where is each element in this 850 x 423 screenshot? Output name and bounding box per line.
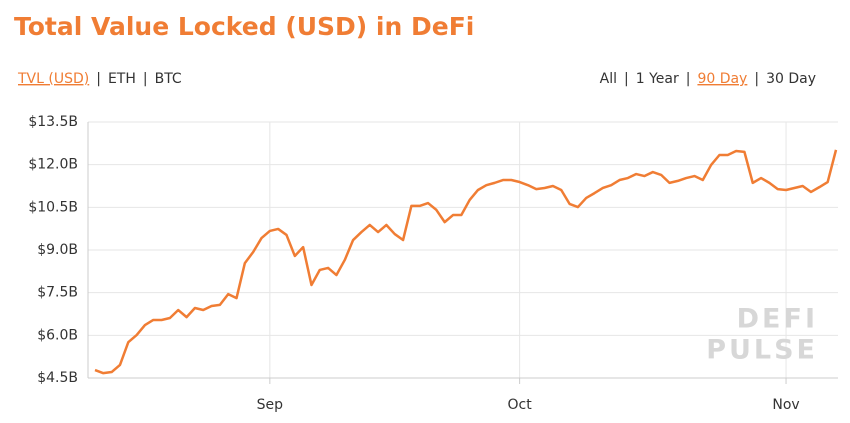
y-tick-label: $13.5B xyxy=(28,114,78,130)
plot: $4.5B $6.0B $7.5B $9.0B $10.5B $12.0B $13.5B Se… xyxy=(28,114,838,413)
page-title: Total Value Locked (USD) in DeFi xyxy=(14,12,474,41)
range-tabs: All | 1 Year | 90 Day | 30 Day xyxy=(600,71,816,87)
y-tick-label: $4.5B xyxy=(37,370,78,386)
separator: | xyxy=(754,71,759,87)
separator: | xyxy=(624,71,629,87)
y-tick-label: $9.0B xyxy=(37,242,78,258)
tab[interactable]: 1 Year xyxy=(636,71,679,87)
separator: | xyxy=(143,71,148,87)
separator: | xyxy=(96,71,101,87)
y-tick-label: $10.5B xyxy=(28,199,78,215)
tab[interactable]: 90 Day xyxy=(697,71,747,87)
tab[interactable]: TVL (USD) xyxy=(17,71,89,87)
x-tick-label: Nov xyxy=(772,397,799,413)
tab[interactable]: All xyxy=(600,71,617,87)
x-tick-label: Oct xyxy=(508,397,533,413)
tab[interactable]: ETH xyxy=(108,71,136,87)
separator: | xyxy=(686,71,691,87)
line xyxy=(94,149,838,375)
unit-tabs: TVL (USD) | ETH | BTC xyxy=(17,71,182,87)
y-tick-label: $7.5B xyxy=(37,285,78,301)
y-tick-label: $12.0B xyxy=(28,157,78,173)
watermark: DEFI xyxy=(737,304,818,335)
watermark: PULSE xyxy=(706,335,818,366)
tab[interactable]: 30 Day xyxy=(766,71,816,87)
y-tick-label: $6.0B xyxy=(37,327,78,343)
x-tick-label: Sep xyxy=(257,397,284,413)
tab[interactable]: BTC xyxy=(155,71,182,87)
